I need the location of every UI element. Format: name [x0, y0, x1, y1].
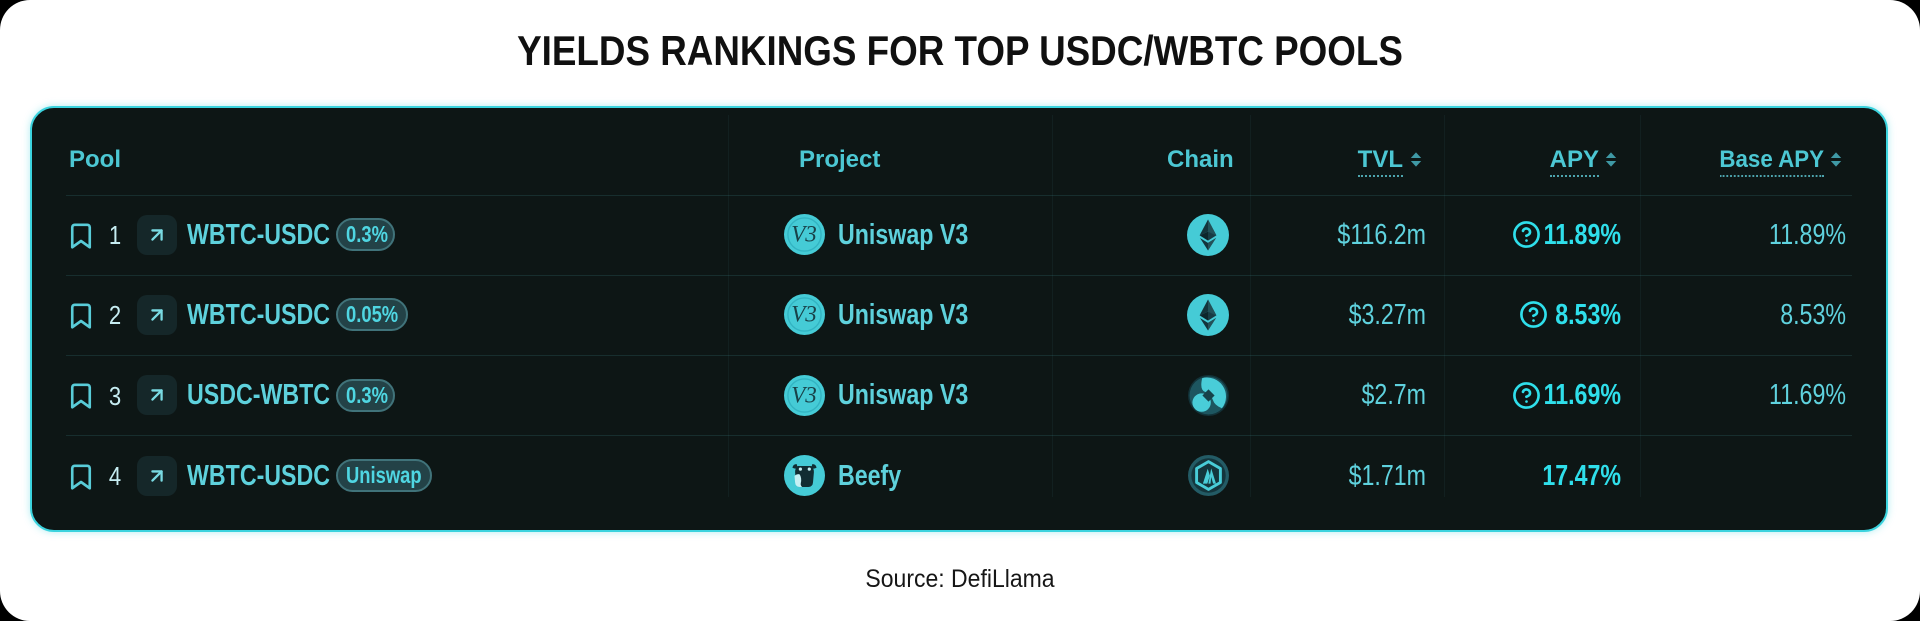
svg-text:V3: V3 [791, 302, 817, 327]
svg-text:V3: V3 [791, 382, 817, 407]
svg-text:V3: V3 [791, 222, 817, 247]
